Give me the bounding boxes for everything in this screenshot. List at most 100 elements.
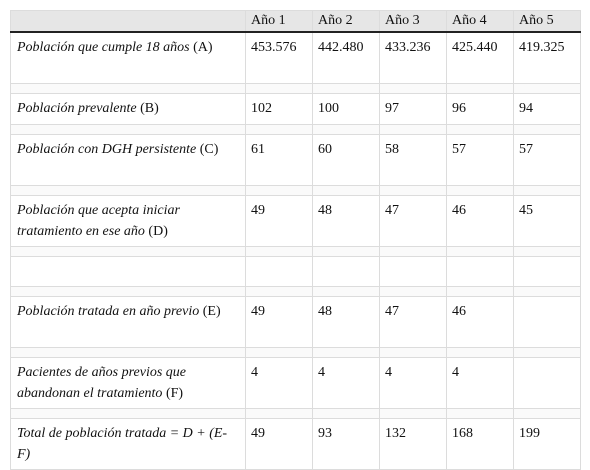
value-cell: 61 (245, 134, 313, 186)
row-label: Pacientes de años previos que abandonan … (10, 357, 246, 409)
value-cell: 49 (245, 418, 313, 470)
cell-value: 57 (519, 142, 533, 157)
cell-value: 48 (318, 203, 332, 218)
empty-cell (446, 185, 514, 196)
cell-value: 425.440 (452, 40, 498, 55)
value-cell: 442.480 (312, 31, 380, 84)
empty-cell (10, 408, 246, 419)
spacer-row (10, 408, 581, 419)
header-cell: Año 5 (513, 10, 581, 33)
spacer-row (10, 83, 581, 94)
empty-cell (10, 256, 246, 287)
value-cell: 425.440 (446, 31, 514, 84)
empty-cell (10, 286, 246, 297)
empty-cell (513, 185, 581, 196)
empty-cell (513, 408, 581, 419)
label-note: (C) (199, 142, 219, 157)
value-cell: 433.236 (379, 31, 447, 84)
value-cell: 4 (312, 357, 380, 409)
cell-value: 93 (318, 426, 332, 441)
cell-value: 58 (385, 142, 399, 157)
cell-value: 45 (519, 203, 533, 218)
empty-cell (312, 408, 380, 419)
label-note: (F) (165, 386, 184, 401)
empty-cell (446, 256, 514, 287)
header-cell: Año 4 (446, 10, 514, 33)
cell-value: 100 (318, 101, 339, 116)
header-cell: Año 1 (245, 10, 313, 33)
spacer-row (10, 124, 581, 135)
value-cell: 168 (446, 418, 514, 470)
value-cell: 4 (446, 357, 514, 409)
value-cell: 57 (513, 134, 581, 186)
row-label: Total de población tratada = D + (E-F) (10, 418, 246, 470)
value-cell: 453.576 (245, 31, 313, 84)
cell-value: 49 (251, 203, 265, 218)
label-note: (D) (148, 224, 168, 239)
empty-cell (513, 83, 581, 94)
label-text: Población que cumple 18 años (17, 40, 190, 55)
empty-cell (10, 246, 246, 257)
header-cell (10, 10, 246, 33)
cell-value: 48 (318, 304, 332, 319)
empty-cell (10, 124, 246, 135)
value-cell: 93 (312, 418, 380, 470)
empty-cell (446, 246, 514, 257)
spacer-row (10, 246, 581, 257)
cell-value: 97 (385, 101, 399, 116)
value-cell: 102 (245, 93, 313, 125)
value-cell: 60 (312, 134, 380, 186)
cell-value: 442.480 (318, 40, 364, 55)
cell-value: 47 (385, 304, 399, 319)
value-cell: 419.325 (513, 31, 581, 84)
row-label: Población que cumple 18 años (A) (10, 31, 246, 84)
cell-value: 199 (519, 426, 540, 441)
cell-value: 49 (251, 426, 265, 441)
table-row: Población con DGH persistente (C) 61 60 58 5… (10, 134, 581, 186)
cell-value: 453.576 (251, 40, 297, 55)
table-row: Total de población tratada = D + (E-F) 49… (10, 418, 581, 470)
spacer-row (10, 347, 581, 358)
value-cell: 46 (446, 296, 514, 348)
empty-cell (312, 256, 380, 287)
cell-value: 57 (452, 142, 466, 157)
cell-value: 46 (452, 203, 466, 218)
label-text: Población prevalente (17, 101, 137, 116)
value-cell: 49 (245, 296, 313, 348)
empty-cell (513, 124, 581, 135)
label-text: Población tratada en año previo (17, 304, 200, 319)
cell-value: 419.325 (519, 40, 565, 55)
cell-value: 4 (318, 365, 325, 380)
header-row: Año 1 Año 2 Año 3 Año 4 Año 5 (10, 10, 581, 33)
empty-cell (245, 83, 313, 94)
row-label: Población que acepta iniciar tratamiento… (10, 195, 246, 247)
empty-cell (446, 347, 514, 358)
label-note: (B) (140, 101, 159, 116)
value-cell: 97 (379, 93, 447, 125)
label-note: (A) (193, 40, 213, 55)
cell-value: 61 (251, 142, 265, 157)
label-text: Pacientes de años previos que abandonan … (17, 365, 186, 401)
empty-cell (312, 246, 380, 257)
cell-value: 60 (318, 142, 332, 157)
value-cell (513, 296, 581, 348)
empty-cell (245, 347, 313, 358)
row-label: Población prevalente (B) (10, 93, 246, 125)
cell-value: 4 (251, 365, 258, 380)
value-cell: 45 (513, 195, 581, 247)
empty-cell (379, 83, 447, 94)
empty-cell (245, 246, 313, 257)
empty-cell (379, 124, 447, 135)
spacer-row (10, 286, 581, 297)
empty-cell (245, 185, 313, 196)
empty-cell (312, 83, 380, 94)
value-cell (513, 357, 581, 409)
empty-cell (312, 124, 380, 135)
empty-cell (513, 256, 581, 287)
cell-value: 46 (452, 304, 466, 319)
header-cell: Año 3 (379, 10, 447, 33)
table-row: Población tratada en año previo (E) 49 48 4… (10, 296, 581, 348)
empty-cell (245, 286, 313, 297)
empty-cell (379, 185, 447, 196)
